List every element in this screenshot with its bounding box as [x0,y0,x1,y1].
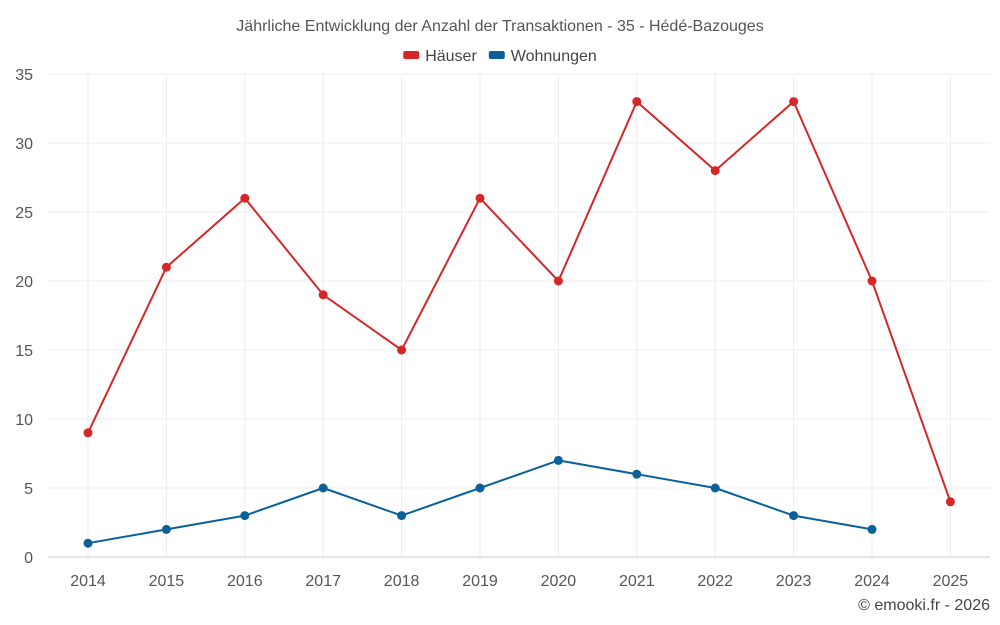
data-point[interactable] [397,345,407,355]
x-tick-label: 2020 [541,573,577,590]
data-point[interactable] [475,193,485,203]
y-tick-label: 5 [24,481,33,498]
data-point[interactable] [632,97,642,107]
x-tick-label: 2019 [462,573,498,590]
data-point[interactable] [240,511,250,521]
data-point[interactable] [789,511,799,521]
grid-lines [48,73,990,557]
data-point[interactable] [475,483,485,493]
data-point[interactable] [83,428,93,438]
y-axis-ticks: 0 5 10 15 20 25 30 35 [15,67,33,567]
y-tick-label: 0 [24,550,33,567]
x-tick-label: 2021 [619,573,655,590]
data-point[interactable] [318,483,328,493]
legend-item[interactable]: Häuser [403,48,477,65]
x-tick-label: 2015 [149,573,185,590]
legend-label: Häuser [425,48,477,65]
y-tick-label: 15 [15,343,33,360]
data-point[interactable] [240,193,250,203]
x-tick-label: 2022 [697,573,733,590]
chart-legend: Häuser Wohnungen [403,48,597,65]
legend-label: Wohnungen [511,48,597,65]
x-tick-label: 2023 [776,573,812,590]
legend-swatch [403,51,420,59]
data-point[interactable] [789,97,799,107]
data-point[interactable] [710,483,720,493]
x-axis-ticks: 2014 2015 2016 2017 2018 2019 2020 2021 2022 2023… [70,573,968,590]
y-tick-label: 30 [15,136,33,153]
data-point[interactable] [867,276,877,286]
data-point[interactable] [553,455,563,465]
chart-title: Jährliche Entwicklung der Anzahl der Tra… [236,18,763,35]
series-layer [83,97,955,548]
data-point[interactable] [83,538,93,548]
data-point[interactable] [945,497,955,507]
series-line-0 [87,100,952,503]
x-tick-label: 2017 [305,573,341,590]
data-point[interactable] [318,290,328,300]
y-tick-label: 35 [15,67,33,84]
x-tick-label: 2024 [854,573,890,590]
data-point[interactable] [161,262,171,272]
y-tick-label: 25 [15,205,33,222]
x-tick-label: 2016 [227,573,263,590]
y-tick-label: 20 [15,274,33,291]
legend-swatch [488,51,505,59]
credit-text: © emooki.fr - 2026 [858,597,990,614]
x-tick-label: 2014 [70,573,106,590]
data-point[interactable] [397,511,407,521]
data-point[interactable] [632,469,642,479]
data-point[interactable] [867,524,877,534]
legend-item[interactable]: Wohnungen [488,48,597,65]
x-tick-label: 2025 [933,573,969,590]
x-tick-label: 2018 [384,573,420,590]
data-point[interactable] [161,524,171,534]
data-point[interactable] [553,276,563,286]
y-tick-label: 10 [15,412,33,429]
data-point[interactable] [710,166,720,176]
